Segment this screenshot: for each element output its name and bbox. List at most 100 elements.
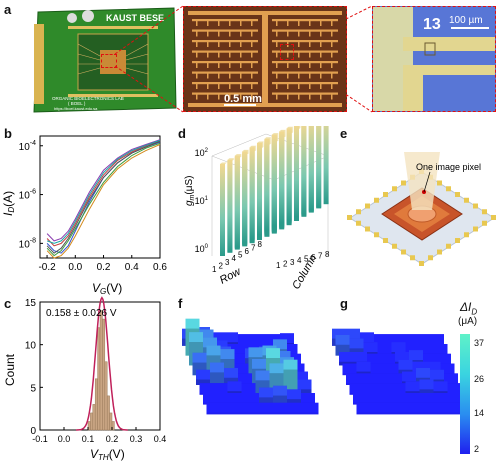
sensor-array-schematic: One image pixel <box>347 152 496 266</box>
b-ylabel: ID(A) <box>1 191 16 216</box>
contact-pad <box>473 226 478 232</box>
gm-bar <box>316 126 322 208</box>
d-coltick-4: 5 <box>304 255 309 264</box>
panel-label-g: g <box>340 296 348 311</box>
c-xtick-4: 0.3 <box>130 434 143 444</box>
d-rowtick-5: 6 <box>245 247 250 256</box>
b-ytick-1: 10-6 <box>19 189 36 202</box>
d-coltick-1: 2 <box>283 259 288 268</box>
transfer-curve-6 <box>46 140 161 254</box>
d-ztick-2: 100 <box>195 244 209 254</box>
contact-pad <box>356 209 361 215</box>
transfer-curves-chart: -0.2 0.0 0.2 0.4 0.6 10-4 10-6 10-8 VG(V) ID(A… <box>1 135 167 296</box>
heatmap-f <box>182 318 319 415</box>
contact-pad <box>410 255 415 261</box>
gm-bar <box>286 128 292 221</box>
gm-bar <box>242 151 248 244</box>
contact-pad <box>464 197 469 203</box>
histogram-bar <box>92 404 96 431</box>
d-coltick-7: 8 <box>325 250 330 259</box>
b-ytick-0: 10-4 <box>19 140 36 153</box>
colorbar-gradient <box>460 334 470 454</box>
d-ylabel: gm(μS) <box>184 176 196 207</box>
c-ylabel: Count <box>3 353 17 386</box>
transfer-curve-0 <box>46 141 161 254</box>
d-rowtick-7: 8 <box>258 240 263 249</box>
gaussian-fit-curve <box>76 296 128 431</box>
c-ytick-2: 10 <box>25 341 37 352</box>
contact-pad <box>383 192 388 197</box>
c-xtick-0: -0.1 <box>32 434 48 444</box>
histogram-bar <box>106 395 110 431</box>
contact-pad <box>437 180 442 186</box>
b-xtick-2: 0.2 <box>97 262 111 273</box>
gm-bar <box>234 155 240 248</box>
board-lab-line1: ORGANIC BIOELECTRONICS LAB <box>52 96 124 101</box>
light-beam <box>404 152 440 210</box>
pcb-zoom-marker <box>101 54 117 68</box>
contact-pad <box>446 186 451 192</box>
d-coltick-0: 1 <box>276 261 281 270</box>
c-ytick-3: 15 <box>25 298 37 309</box>
contact-pad <box>455 238 460 243</box>
scale-label-right: 100 µm <box>449 15 483 26</box>
colorbar-tick-0: 37 <box>474 338 485 348</box>
panel-label-f: f <box>178 296 183 311</box>
micrograph-zoom-marker <box>280 44 294 60</box>
panel-label-c: c <box>4 296 12 311</box>
contact-pad <box>365 226 370 232</box>
board-brand-text: KAUST BESE <box>106 13 164 23</box>
d-rowtick-6: 7 <box>251 243 256 252</box>
contact-pad <box>473 203 478 209</box>
d-rowtick-2: 3 <box>225 258 230 267</box>
contact-pad <box>401 249 406 255</box>
board-lab-line2: ( BOEL ) <box>68 101 86 106</box>
gm-bar <box>271 134 277 227</box>
d-coltick-6: 7 <box>318 251 323 260</box>
c-xlabel: VTH(V) <box>90 447 125 462</box>
d-rowtick-4: 5 <box>238 251 243 260</box>
contact-pad <box>383 238 388 243</box>
c-ytick-1: 5 <box>30 383 36 394</box>
contact-pad <box>437 249 442 255</box>
histogram-bar <box>104 361 108 431</box>
transfer-curve-4 <box>46 144 161 259</box>
c-ytick-0: 0 <box>30 426 36 437</box>
gm-bar <box>257 143 262 235</box>
c-xtick-5: 0.4 <box>154 434 167 444</box>
d-ztick-1: 101 <box>195 196 209 206</box>
d-coltick-2: 3 <box>290 258 295 267</box>
contact-pad <box>491 215 496 220</box>
contact-pad <box>392 186 397 192</box>
transfer-curve-1 <box>46 140 161 247</box>
gm-bar <box>301 126 307 214</box>
contact-pad <box>356 220 361 226</box>
panel-label-d: d <box>178 126 186 141</box>
gm-bar <box>294 126 299 217</box>
histogram-bar <box>97 327 101 431</box>
histogram-bar <box>99 310 103 431</box>
histogram-bar <box>111 421 115 431</box>
vth-annotation: 0.158 ± 0.026 V <box>46 308 117 319</box>
image-pixel-callout: One image pixel <box>416 162 481 172</box>
panel-label-a: a <box>4 2 12 17</box>
b-xtick-1: 0.0 <box>68 262 82 273</box>
colorbar-tick-1: 26 <box>474 374 485 384</box>
histogram-bar <box>94 378 98 431</box>
contact-pad <box>446 243 451 249</box>
d-rowtick-0: 1 <box>212 265 217 274</box>
contact-pad <box>419 261 424 266</box>
colorbar-tick-3: 2 <box>474 444 480 454</box>
b-xtick-3: 0.4 <box>125 262 139 273</box>
c-xtick-2: 0.1 <box>82 434 95 444</box>
d-rowtick-1: 2 <box>219 261 224 270</box>
transfer-curve-2 <box>46 142 161 257</box>
d-ztick-0: 102 <box>195 148 209 158</box>
single-device-micrograph: 13 100 µm <box>372 6 496 112</box>
contact-pad <box>347 215 352 220</box>
device-number: 13 <box>423 16 441 33</box>
b-xtick-4: 0.6 <box>153 262 167 273</box>
gm-bar <box>249 147 255 240</box>
contact-pad <box>401 180 406 186</box>
